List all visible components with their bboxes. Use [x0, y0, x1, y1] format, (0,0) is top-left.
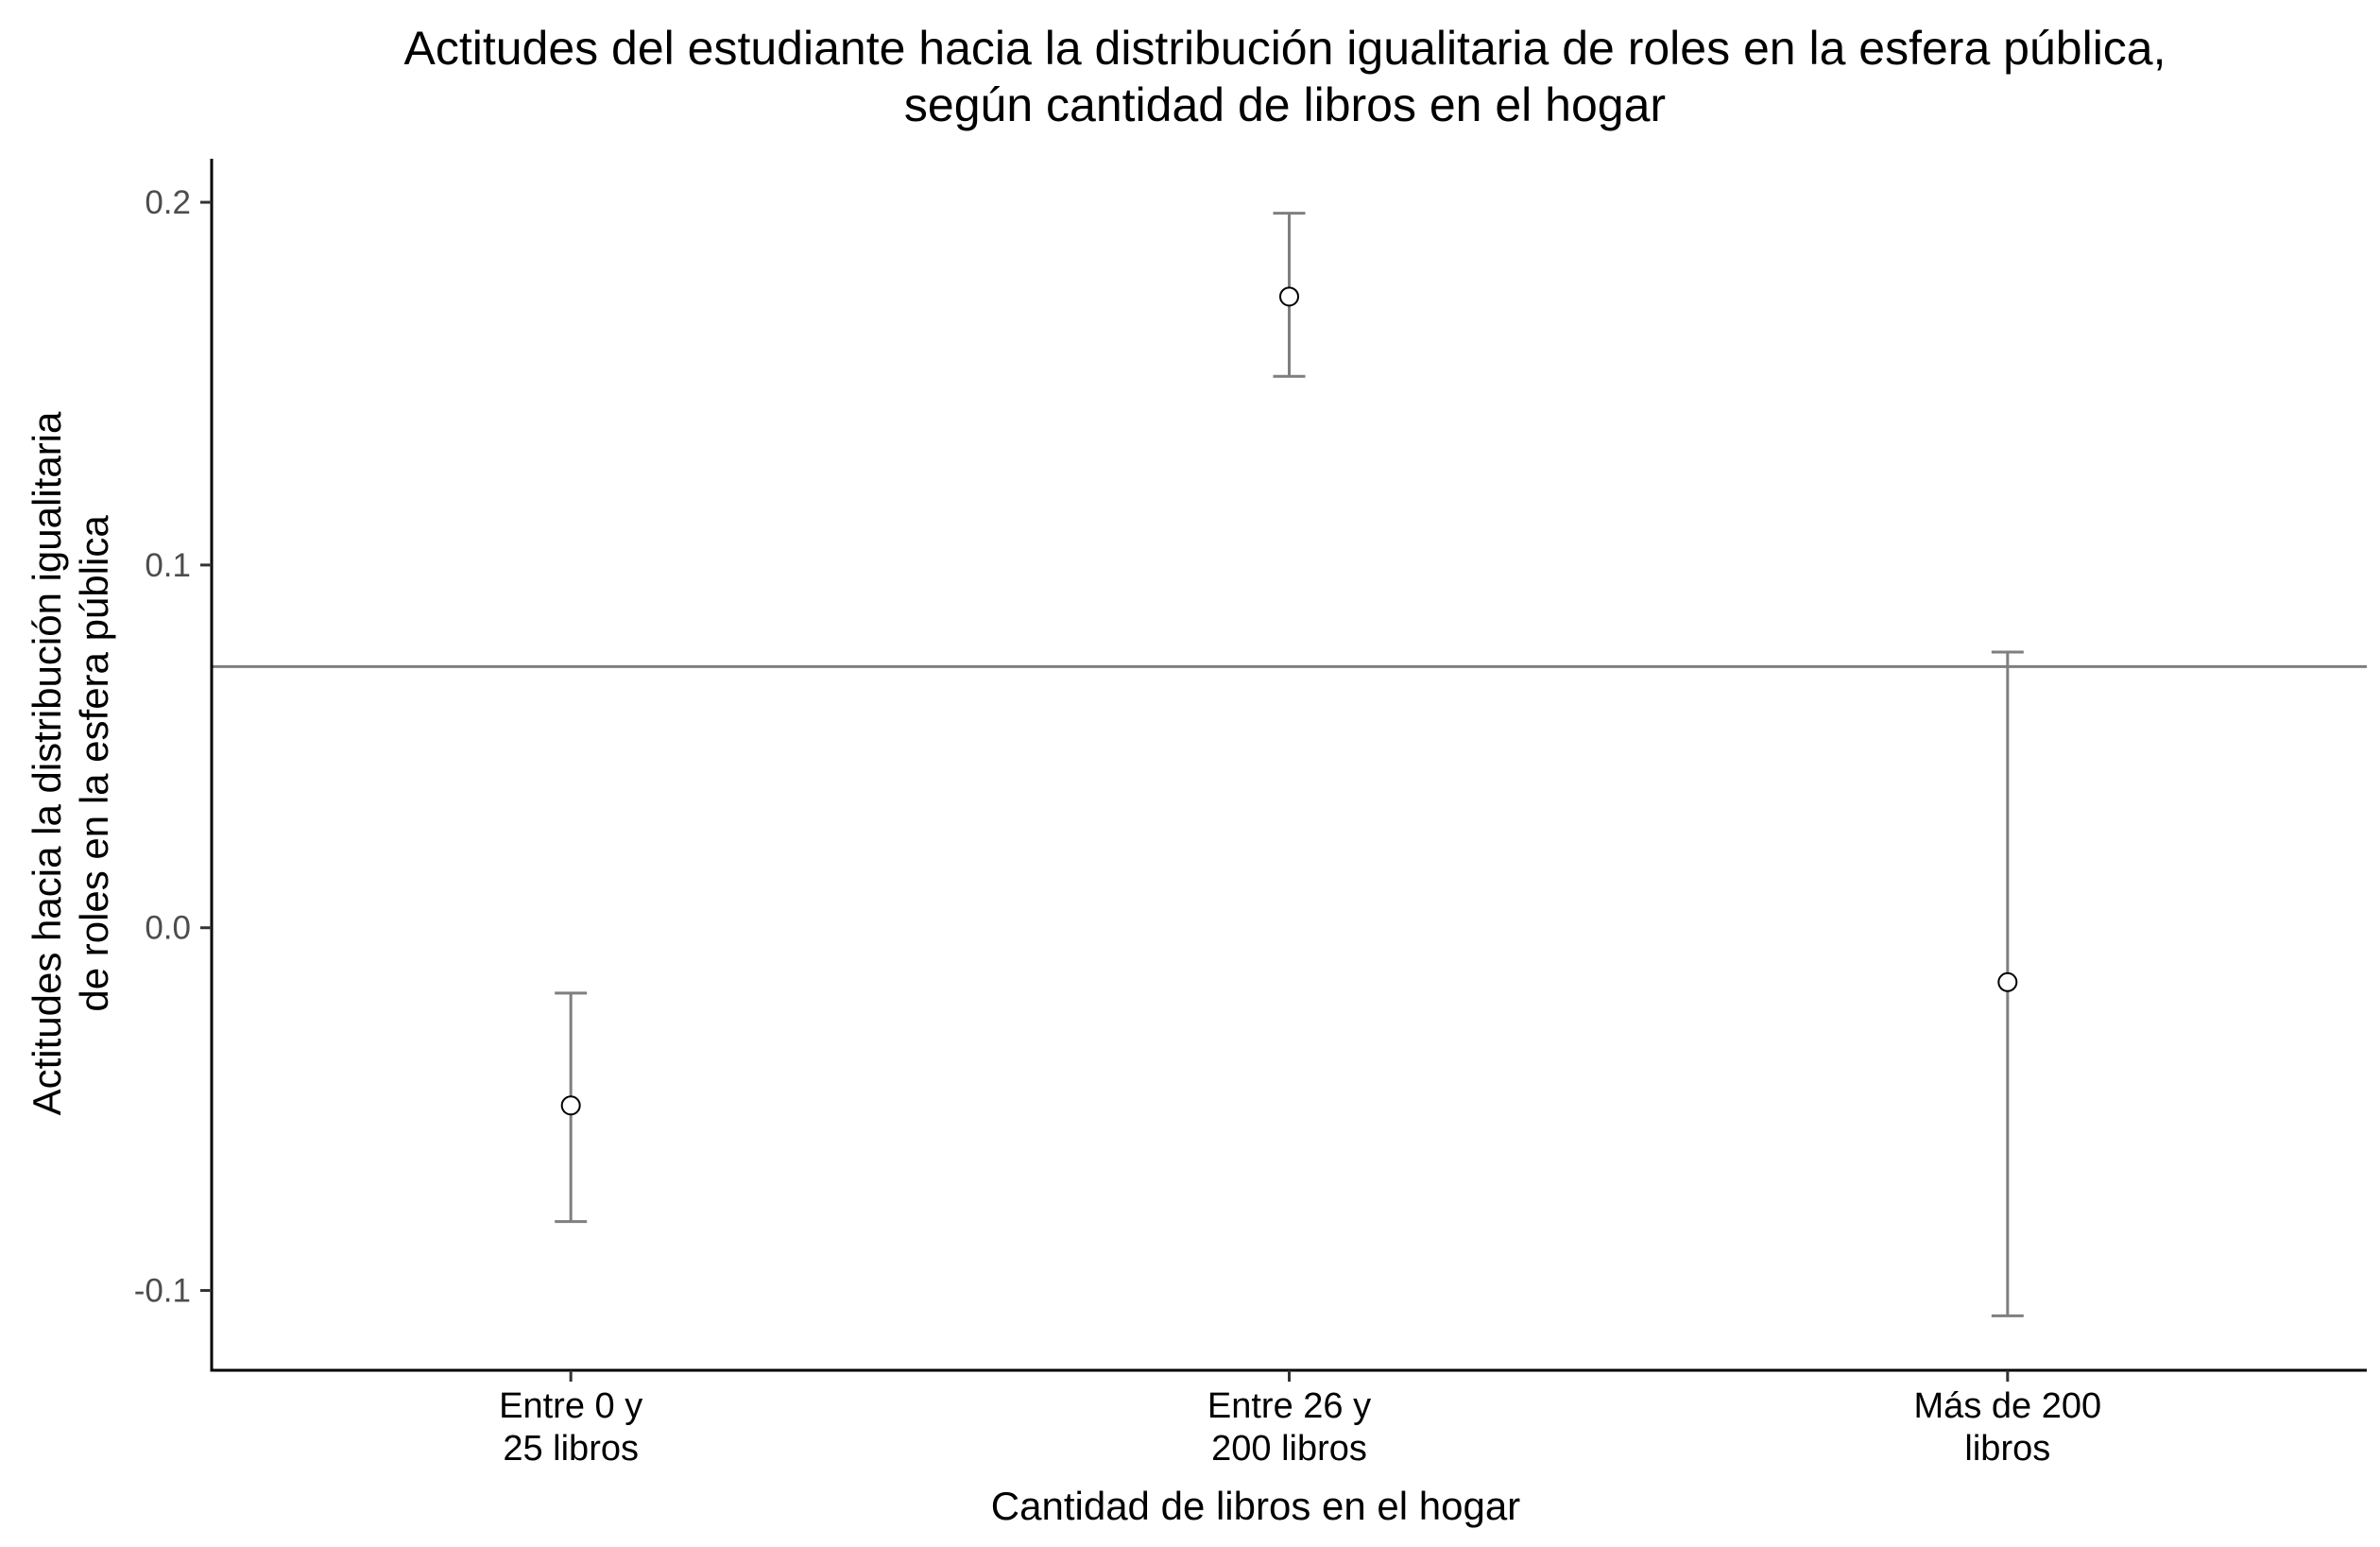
x-tick-label: 25 libros [503, 1429, 639, 1469]
data-point [1279, 286, 1299, 307]
x-tick-label: Entre 0 y [499, 1386, 642, 1426]
y-axis-title: Actitudes hacia la distribución igualita… [25, 411, 116, 1115]
y-tick-label: 0.2 [145, 184, 191, 221]
data-point [1997, 971, 2018, 992]
data-point [560, 1095, 581, 1116]
chart-title: Actitudes del estudiante hacia la distri… [403, 22, 2166, 131]
chart-title-line-1: Actitudes del estudiante hacia la distri… [403, 22, 2166, 75]
y-tick-label: 0.1 [145, 547, 191, 584]
x-axis-title: Cantidad de libros en el hogar [991, 1484, 1520, 1528]
chart-title-line-2: según cantidad de libros en el hogar [904, 78, 1666, 131]
y-tick-label: -0.1 [134, 1273, 191, 1310]
y-axis-title-line-1: Actitudes hacia la distribución igualita… [25, 411, 69, 1115]
plot-area: -0.1 0.0 0.1 0.2 Entre 0 y25 libros Entre 26 … [134, 159, 2367, 1469]
x-tick-label: libros [1964, 1429, 2050, 1469]
x-tick-label: Entre 26 y [1207, 1386, 1371, 1426]
x-tick-label: Más de 200 [1914, 1386, 2102, 1426]
x-tick-label: 200 libros [1211, 1429, 1367, 1469]
y-tick-label: 0.0 [145, 910, 191, 947]
y-axis-title-line-2: de roles en la esfera pública [72, 515, 116, 1012]
